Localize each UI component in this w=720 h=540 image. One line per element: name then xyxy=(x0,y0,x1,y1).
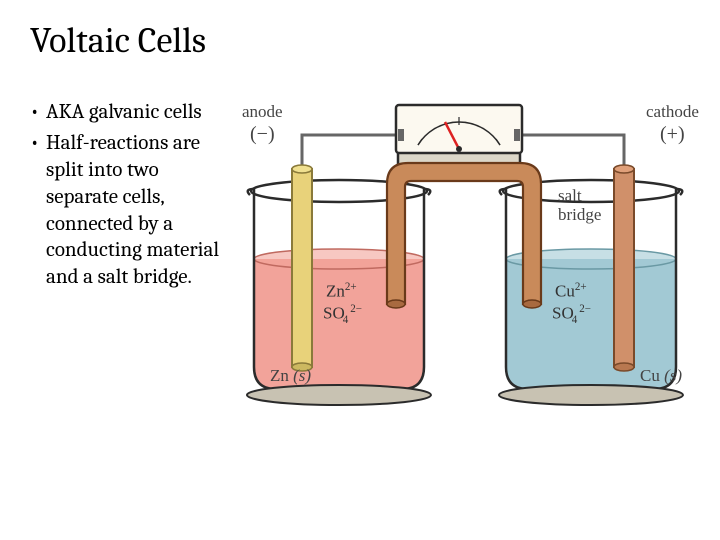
zn-solid-label: Zn (s) xyxy=(270,367,311,386)
zn-ion-label: Zn2+ xyxy=(326,281,357,301)
cu-solid-label: Cu (s) xyxy=(640,367,682,386)
anode-label: anode xyxy=(242,103,283,122)
voltaic-cell-diagram: anode (−) cathode (+) salt bridge Zn2+ S… xyxy=(220,69,720,429)
so4-right-label: SO42− xyxy=(552,303,591,326)
slide-title: Voltaic Cells xyxy=(30,20,690,61)
cathode-label: cathode xyxy=(646,103,699,122)
anode-sign: (−) xyxy=(250,123,275,145)
bullet-item: Half-reactions are split into two separa… xyxy=(30,130,230,291)
salt-bridge-label: salt bridge xyxy=(558,187,601,224)
cathode-sign: (+) xyxy=(660,123,685,145)
bullet-list: AKA galvanic cells Half-reactions are sp… xyxy=(30,89,230,295)
so4-left-label: SO42− xyxy=(323,303,362,326)
cu-ion-label: Cu2+ xyxy=(555,281,587,301)
bullet-item: AKA galvanic cells xyxy=(30,99,230,126)
